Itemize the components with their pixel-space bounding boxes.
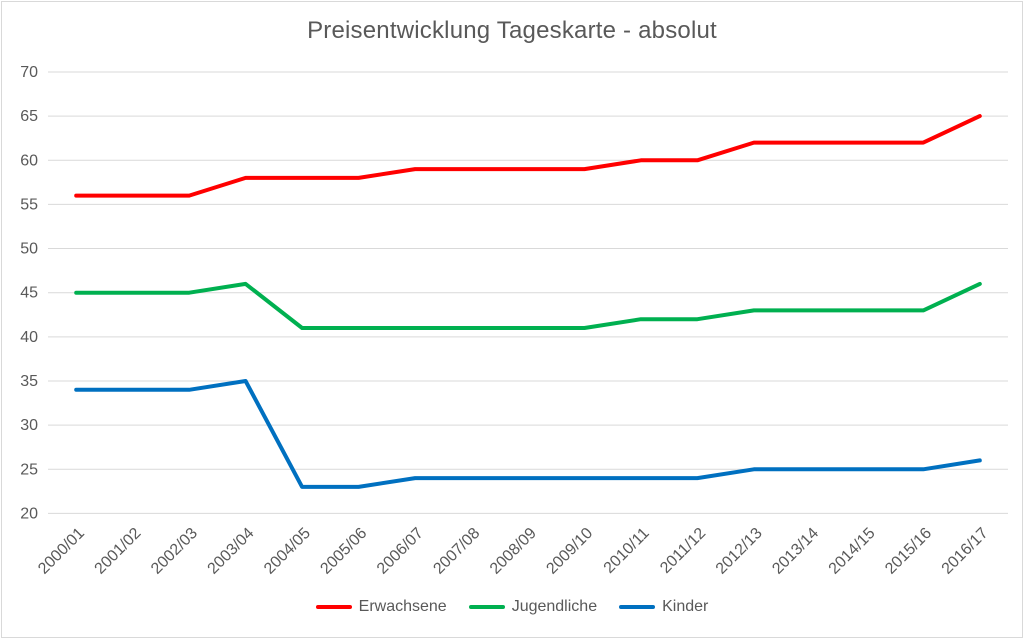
legend-item-erwachsene: Erwachsene bbox=[315, 598, 447, 616]
legend-item-kinder: Kinder bbox=[619, 598, 708, 616]
x-tick-label: 2014/15 bbox=[826, 525, 879, 578]
y-tick-label: 35 bbox=[20, 373, 38, 390]
x-tick-label: 2009/10 bbox=[543, 525, 596, 578]
x-tick-label: 2011/12 bbox=[657, 525, 709, 577]
x-tick-label: 2016/17 bbox=[939, 525, 992, 578]
y-tick-label: 25 bbox=[20, 461, 38, 478]
legend-swatch-erwachsene bbox=[315, 605, 352, 609]
y-tick-label: 65 bbox=[20, 108, 38, 125]
y-tick-label: 20 bbox=[20, 505, 38, 522]
y-tick-label: 50 bbox=[20, 241, 38, 258]
chart-title: Preisentwicklung Tageskarte - absolut bbox=[307, 17, 717, 44]
legend-swatch-jugendliche bbox=[468, 605, 505, 609]
x-tick-label: 2006/07 bbox=[374, 525, 427, 578]
y-tick-label: 70 bbox=[20, 64, 38, 81]
x-tick-label: 2001/02 bbox=[92, 525, 145, 578]
series-line-erwachsene bbox=[74, 114, 982, 198]
legend: Erwachsene Jugendliche Kinder bbox=[0, 598, 1024, 616]
x-tick-label: 2003/04 bbox=[205, 525, 258, 578]
y-tick-label: 45 bbox=[20, 285, 38, 302]
series-line-kinder bbox=[74, 379, 982, 489]
y-tick-label: 30 bbox=[20, 417, 38, 434]
x-tick-label: 2008/09 bbox=[487, 525, 540, 578]
series-line-jugendliche bbox=[74, 281, 982, 330]
legend-label: Erwachsene bbox=[358, 598, 447, 615]
y-tick-label: 60 bbox=[20, 152, 38, 169]
x-tick-label: 2002/03 bbox=[148, 525, 201, 578]
x-tick-label: 2000/01 bbox=[35, 525, 88, 578]
x-tick-label: 2007/08 bbox=[430, 525, 483, 578]
y-tick-label: 55 bbox=[20, 196, 38, 213]
x-tick-label: 2013/14 bbox=[769, 525, 822, 578]
y-tick-label: 40 bbox=[20, 329, 38, 346]
x-tick-label: 2015/16 bbox=[882, 525, 935, 578]
legend-label: Jugendliche bbox=[511, 598, 598, 615]
legend-item-jugendliche: Jugendliche bbox=[468, 598, 598, 616]
x-tick-label: 2005/06 bbox=[317, 525, 370, 578]
x-tick-label: 2004/05 bbox=[261, 525, 314, 578]
x-tick-label: 2012/13 bbox=[713, 525, 766, 578]
x-tick-label: 2010/11 bbox=[601, 525, 653, 577]
legend-swatch-kinder bbox=[619, 605, 656, 609]
legend-label: Kinder bbox=[662, 598, 709, 615]
